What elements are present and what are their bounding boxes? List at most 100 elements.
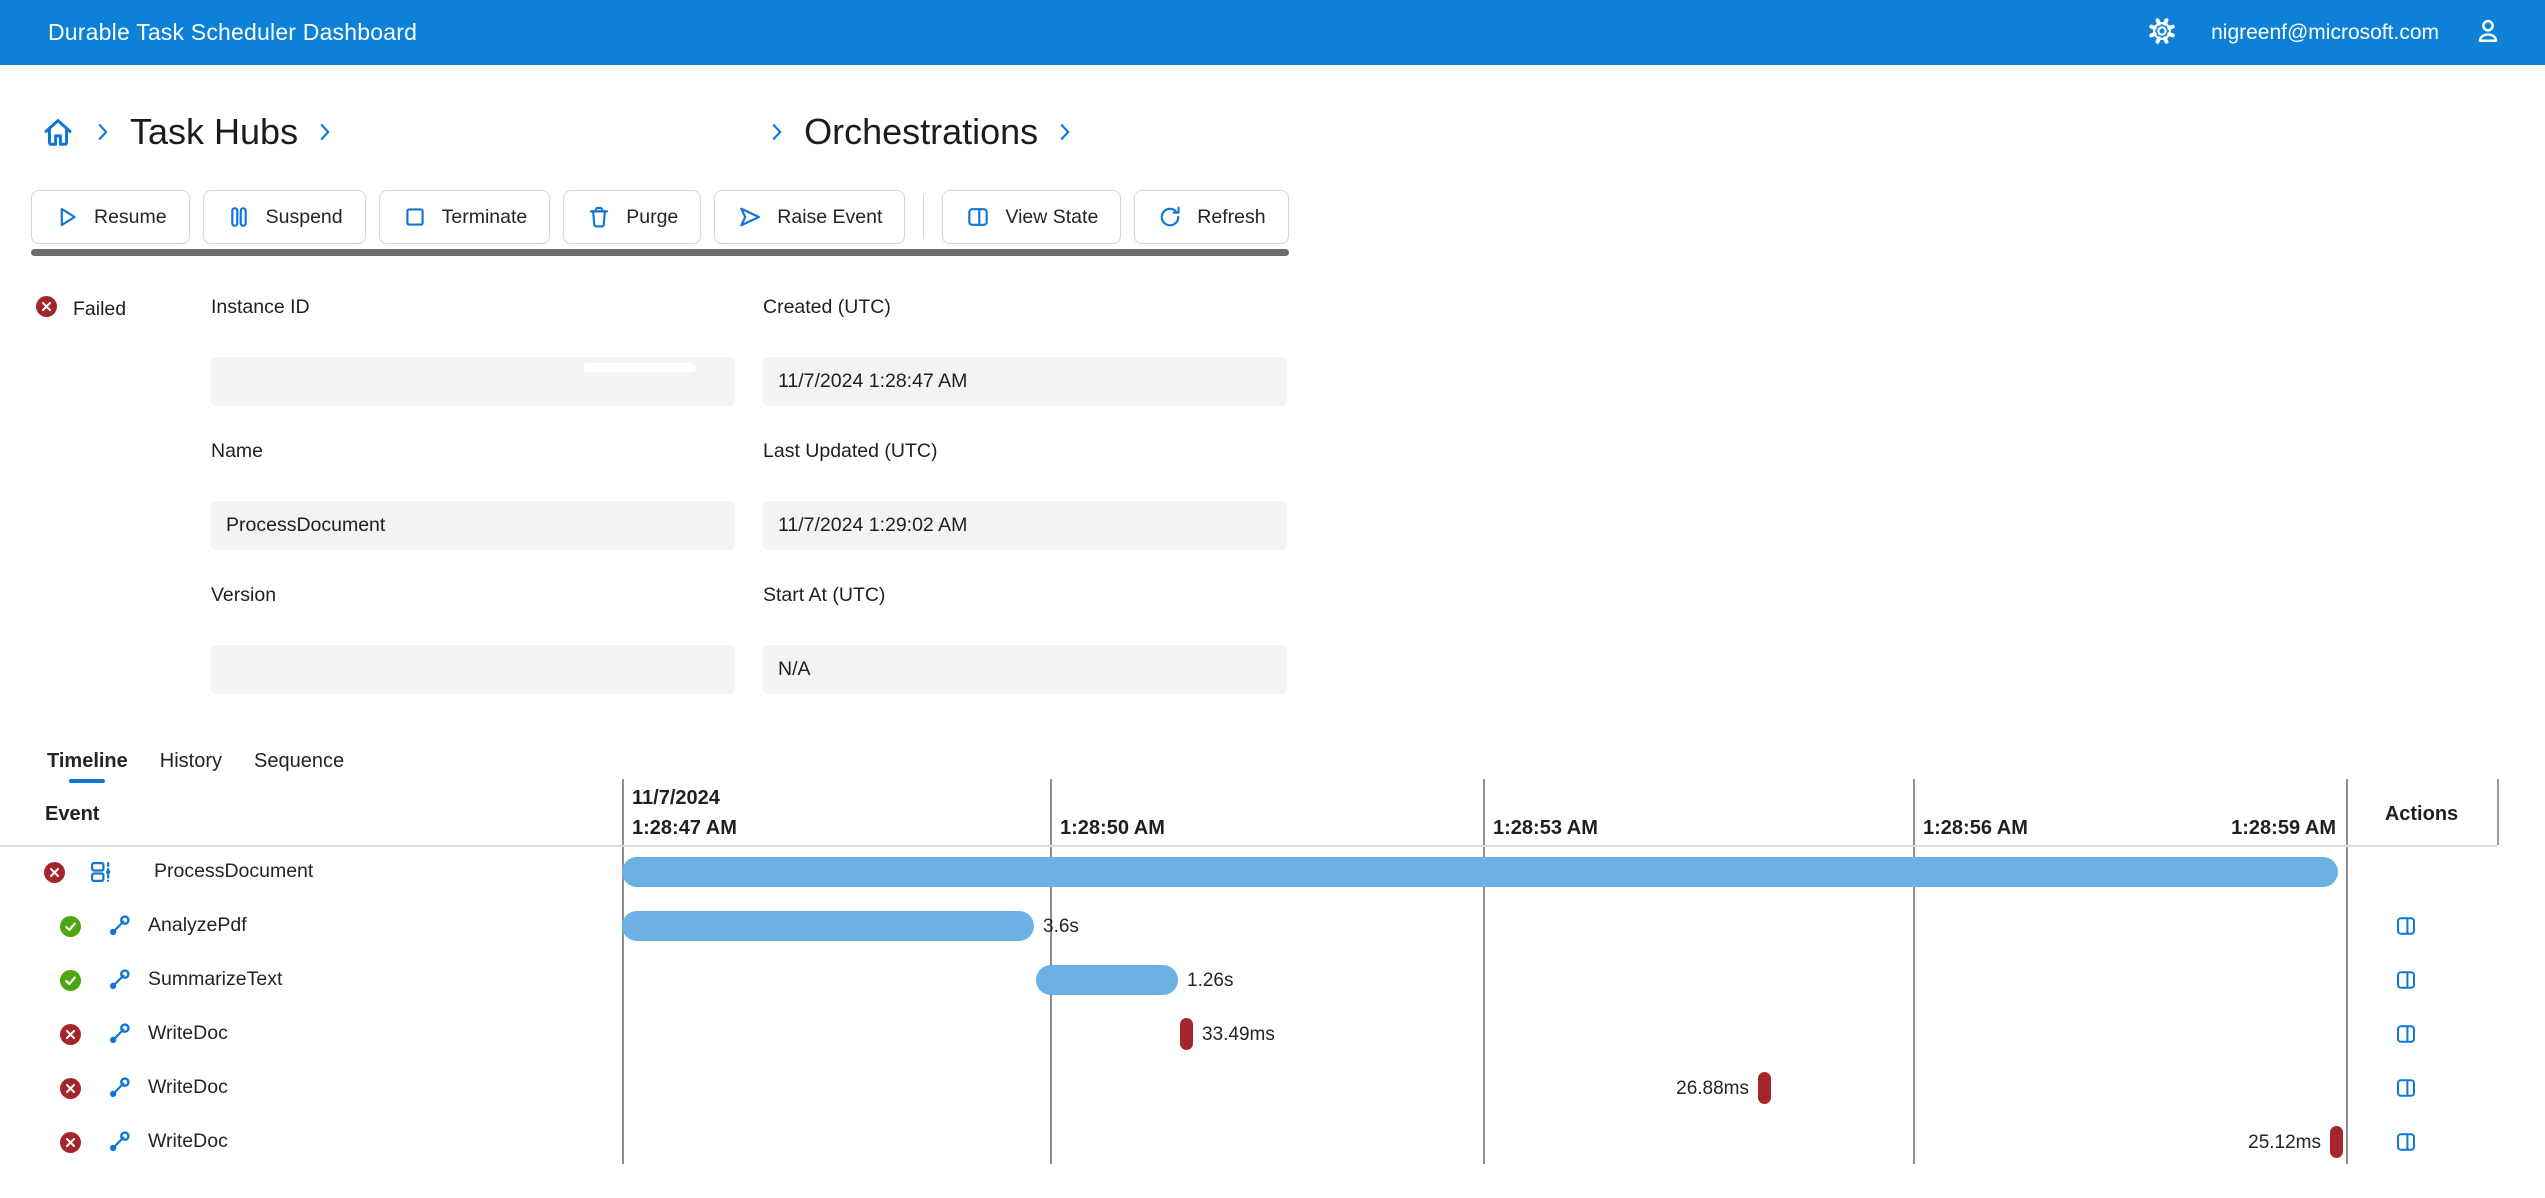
toolbar-button-resume[interactable]: Resume <box>31 190 190 244</box>
view-state-action-button[interactable] <box>2392 1130 2420 1154</box>
timeline-bar <box>622 911 1034 941</box>
duration-label: 3.6s <box>1043 916 1079 937</box>
toolbar-divider <box>923 195 925 239</box>
person-icon <box>2473 16 2503 49</box>
toolbar-button-label: Suspend <box>265 205 343 228</box>
activity-icon <box>106 913 132 944</box>
event-name: WriteDoc <box>148 1130 228 1152</box>
axis-date-label: 11/7/2024 <box>632 787 720 809</box>
breadcrumb: Task Hubs Orchestrations <box>40 98 1076 166</box>
active-tab-indicator <box>281 779 317 783</box>
open-pane-icon <box>2392 1130 2420 1154</box>
view-state-pane-icon <box>965 204 991 230</box>
toolbar-button-refresh[interactable]: Refresh <box>1134 190 1289 244</box>
field-value-created-utc: 11/7/2024 1:28:47 AM <box>763 357 1287 406</box>
terminate-stop-icon <box>402 204 428 230</box>
redaction-mark <box>583 363 696 372</box>
view-state-action-button[interactable] <box>2392 1076 2420 1100</box>
open-pane-icon <box>2392 1022 2420 1046</box>
chevron-right-icon <box>314 117 336 147</box>
duration-label: 33.49ms <box>1202 1024 1275 1045</box>
breadcrumb-redacted-item <box>352 127 750 137</box>
open-pane-icon <box>2392 968 2420 992</box>
orchestration-toolbar: Resume Suspend Terminate Purge Raise Event Vi… <box>31 190 1289 244</box>
topbar-right-group: nigreenf@microsoft.com <box>2147 16 2503 49</box>
timeline-failed-pill <box>2330 1126 2343 1158</box>
event-name: ProcessDocument <box>154 860 314 882</box>
account-email[interactable]: nigreenf@microsoft.com <box>2211 20 2439 44</box>
event-name: WriteDoc <box>148 1022 228 1044</box>
event-column-header: Event <box>45 803 100 825</box>
failed-status-icon <box>60 1131 81 1158</box>
field-value-last-updated-utc: 11/7/2024 1:29:02 AM <box>763 501 1287 550</box>
tab-label: History <box>159 750 223 772</box>
panel-splitter-handle[interactable] <box>31 249 1289 256</box>
tab-timeline[interactable]: Timeline <box>45 748 130 783</box>
chevron-right-icon <box>92 117 114 147</box>
toolbar-button-label: Raise Event <box>777 205 883 228</box>
field-label-name: Name <box>211 440 264 462</box>
toolbar-button-suspend[interactable]: Suspend <box>202 190 366 244</box>
toolbar-button-label: Terminate <box>441 205 528 228</box>
view-state-action-button[interactable] <box>2392 1022 2420 1046</box>
tab-label: Timeline <box>47 750 128 772</box>
app-title: Durable Task Scheduler Dashboard <box>48 19 418 45</box>
field-label-created-utc: Created (UTC) <box>763 296 891 318</box>
time-tick-label: 1:28:47 AM <box>632 817 737 839</box>
time-tick-label: 1:28:59 AM <box>2231 817 2336 839</box>
settings-button[interactable] <box>2147 16 2177 49</box>
toolbar-button-terminate[interactable]: Terminate <box>378 190 551 244</box>
toolbar-button-view-state[interactable]: View State <box>942 190 1122 244</box>
active-tab-indicator <box>173 779 209 783</box>
succeeded-status-icon <box>60 915 81 942</box>
refresh-icon <box>1157 204 1183 230</box>
field-label-last-updated-utc: Last Updated (UTC) <box>763 440 938 462</box>
resume-play-icon <box>54 204 80 230</box>
chevron-right-icon <box>766 117 788 147</box>
toolbar-button-purge[interactable]: Purge <box>563 190 702 244</box>
table-header-bottom-border <box>0 845 2497 847</box>
field-label-version: Version <box>211 584 277 606</box>
timeline-bar <box>622 857 2338 887</box>
activity-icon <box>106 1021 132 1052</box>
tab-history[interactable]: History <box>158 748 224 783</box>
view-state-action-button[interactable] <box>2392 968 2420 992</box>
failed-status-icon <box>44 861 65 888</box>
activity-icon <box>106 1129 132 1160</box>
activity-icon <box>106 1075 132 1106</box>
toolbar-button-label: Purge <box>626 205 679 228</box>
chevron-right-icon <box>1054 117 1076 147</box>
chart-right-boundary <box>2346 779 2348 1164</box>
open-pane-icon <box>2392 1076 2420 1100</box>
breadcrumb-item-task-hubs[interactable]: Task Hubs <box>130 111 299 152</box>
event-name: WriteDoc <box>148 1076 228 1098</box>
toolbar-button-label: Refresh <box>1197 205 1266 228</box>
breadcrumb-item-orchestrations[interactable]: Orchestrations <box>804 111 1039 152</box>
duration-label: 25.12ms <box>2248 1132 2321 1153</box>
time-tick-label: 1:28:50 AM <box>1060 817 1165 839</box>
failed-status-icon <box>60 1077 81 1104</box>
time-tick-label: 1:28:56 AM <box>1923 817 2028 839</box>
field-value-version <box>211 645 735 694</box>
gear-icon <box>2147 16 2177 49</box>
actions-header-right-border <box>2497 779 2499 845</box>
status-label: Failed <box>73 297 127 320</box>
view-state-action-button[interactable] <box>2392 914 2420 938</box>
active-tab-indicator <box>69 779 106 783</box>
toolbar-button-label: Resume <box>94 205 167 228</box>
timeline-gridline <box>622 779 624 1164</box>
account-button[interactable] <box>2473 16 2503 49</box>
failed-status-icon <box>60 1023 81 1050</box>
field-value-start-at-utc: N/A <box>763 645 1287 694</box>
timeline-gridline <box>1483 779 1485 1164</box>
event-name: AnalyzePdf <box>148 914 247 936</box>
field-label-instance-id: Instance ID <box>211 296 310 318</box>
timeline-bar <box>1036 965 1178 995</box>
home-breadcrumb-button[interactable] <box>40 114 76 150</box>
toolbar-button-raise-event[interactable]: Raise Event <box>714 190 906 244</box>
tab-sequence[interactable]: Sequence <box>252 748 346 783</box>
open-pane-icon <box>2392 914 2420 938</box>
suspend-pause-icon <box>226 204 252 230</box>
toolbar-button-label: View State <box>1005 205 1099 228</box>
duration-label: 26.88ms <box>1676 1078 1749 1099</box>
